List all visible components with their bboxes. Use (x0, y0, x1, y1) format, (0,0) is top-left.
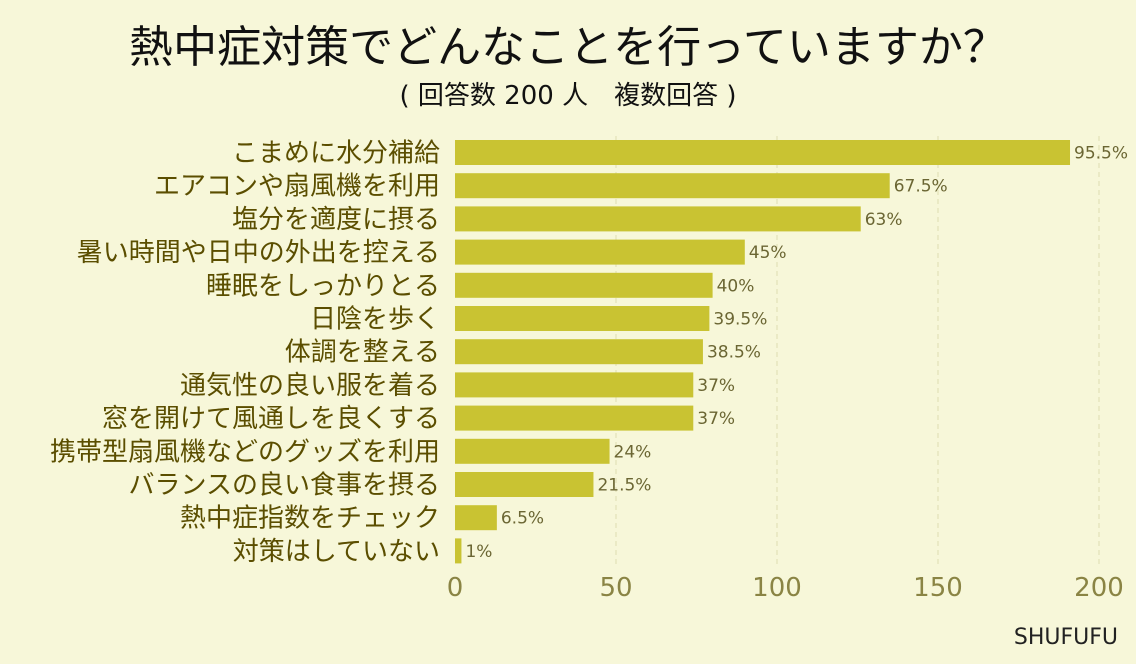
bar (455, 339, 703, 365)
bars (455, 140, 1071, 564)
bar (455, 438, 610, 464)
bar (455, 306, 710, 331)
value-label: 39.5% (713, 310, 767, 330)
bar (455, 206, 861, 232)
category-label: 熱中症指数をチェック (180, 504, 440, 534)
category-label: こまめに水分補給 (232, 139, 440, 169)
category-labels: こまめに水分補給エアコンや扇風機を利用塩分を適度に摂る暑い時間や日中の外出を控え… (50, 139, 440, 567)
value-labels: 95.5% 67.5% 63% 45% 40% 39.5% 38.5% 37% 37% 24% 21… (465, 144, 1128, 562)
category-label: バランスの良い食事を摂る (129, 471, 440, 501)
bar (455, 173, 890, 199)
value-label: 38.5% (707, 343, 761, 363)
brand-logo: SHUFUFU (1014, 625, 1118, 650)
bar (455, 405, 694, 431)
category-label: 対策はしていない (233, 537, 440, 567)
category-label: 窓を開けて風通しを良くする (102, 404, 440, 434)
category-label: 通気性の良い服を着る (180, 371, 440, 401)
value-label: 6.5% (501, 509, 544, 529)
bar (455, 239, 745, 265)
category-label: 塩分を適度に摂る (232, 205, 440, 235)
value-label: 67.5% (894, 177, 948, 197)
value-label: 24% (614, 442, 652, 462)
category-label: 日陰を歩く (310, 305, 440, 335)
x-tick-label: 50 (599, 573, 632, 603)
value-label: 1% (465, 542, 492, 562)
bar (455, 538, 462, 564)
category-label: エアコンや扇風機を利用 (154, 172, 440, 202)
bar (455, 472, 594, 497)
bar (455, 505, 497, 531)
x-tick-label: 150 (913, 573, 963, 603)
category-label: 暑い時間や日中の外出を控える (77, 238, 440, 268)
bar (455, 140, 1071, 165)
value-label: 40% (717, 276, 755, 296)
bar (455, 272, 713, 298)
value-label: 63% (865, 210, 903, 230)
x-axis-ticks: 0 50 100 150 200 (447, 573, 1124, 603)
chart-title: 熱中症対策でどんなことを行っていますか？ (129, 22, 1007, 73)
category-label: 体調を整える (285, 338, 440, 368)
category-label: 睡眠をしっかりとる (206, 271, 440, 301)
x-tick-label: 0 (447, 573, 464, 603)
bar (455, 372, 694, 398)
value-label: 21.5% (597, 476, 651, 496)
value-label: 95.5% (1074, 144, 1128, 164)
x-tick-label: 100 (752, 573, 802, 603)
value-label: 37% (697, 409, 735, 429)
x-tick-label: 200 (1074, 573, 1124, 603)
category-label: 携帯型扇風機などのグッズを利用 (50, 437, 440, 467)
value-label: 37% (697, 376, 735, 396)
chart-subtitle: ( 回答数 200 人 複数回答 ) (400, 81, 737, 111)
value-label: 45% (749, 243, 787, 263)
